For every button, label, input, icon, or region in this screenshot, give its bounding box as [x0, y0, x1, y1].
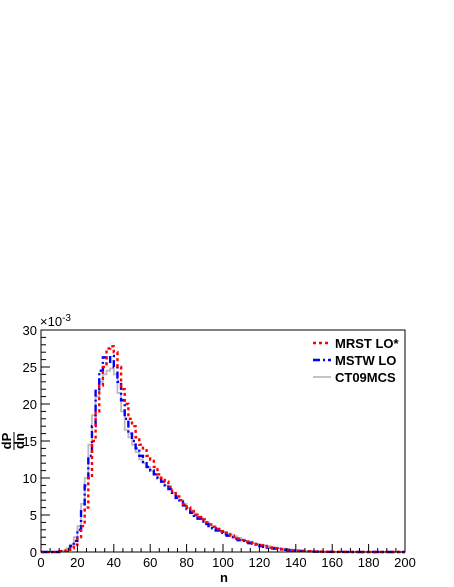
- legend: MRST LO* MSTW LO CT09MCS: [313, 336, 399, 385]
- x-tick-label: 180: [358, 555, 380, 570]
- legend-label-mstw-lo: MSTW LO: [335, 353, 396, 368]
- series-line-mrst-lo-: [41, 345, 405, 554]
- x-tick-label: 20: [70, 555, 84, 570]
- y-axis-multiplier-exponent: -3: [62, 313, 71, 324]
- x-tick-label: 40: [107, 555, 121, 570]
- x-tick-label: 100: [212, 555, 234, 570]
- x-tick-label: 120: [249, 555, 271, 570]
- legend-label-ct09mcs: CT09MCS: [335, 370, 396, 385]
- legend-label-mrst-lo-: MRST LO*: [335, 336, 399, 351]
- x-tick-label: 160: [321, 555, 343, 570]
- y-axis-multiplier: ×10-3: [40, 313, 71, 329]
- y-tick-label: 15: [23, 434, 37, 449]
- y-axis-title-numerator: dP: [0, 432, 14, 449]
- y-axis-title-denominator: dn: [12, 433, 27, 449]
- y-tick-label: 10: [23, 471, 37, 486]
- plot-series-layer: [41, 345, 405, 554]
- y-tick-label: 20: [23, 397, 37, 412]
- y-tick-label: 30: [23, 323, 37, 338]
- x-tick-label: 140: [285, 555, 307, 570]
- series-line-mstw-lo: [41, 354, 405, 554]
- x-tick-label: 0: [37, 555, 44, 570]
- x-tick-label: 200: [394, 555, 416, 570]
- y-tick-label: 25: [23, 360, 37, 375]
- y-tick-label: 5: [30, 508, 37, 523]
- x-tick-label: 60: [143, 555, 157, 570]
- y-tick-label: 0: [30, 545, 37, 560]
- x-axis-title: n: [220, 570, 228, 585]
- x-tick-label: 80: [179, 555, 193, 570]
